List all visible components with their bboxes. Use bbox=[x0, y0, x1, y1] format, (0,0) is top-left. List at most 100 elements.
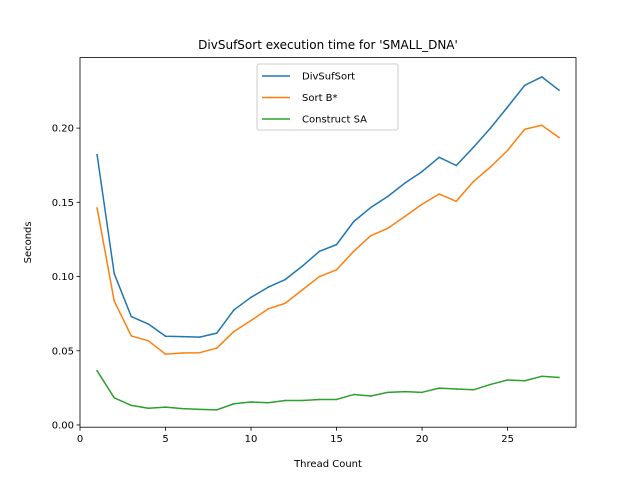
series-line-sort-b bbox=[96, 124, 560, 355]
data-point-sort-b bbox=[523, 128, 526, 131]
data-point-divsufsort bbox=[181, 335, 184, 338]
data-point-construct-sa bbox=[267, 401, 269, 404]
data-point-construct-sa bbox=[147, 407, 150, 410]
legend-box bbox=[256, 63, 399, 131]
data-point-sort-b bbox=[438, 193, 440, 195]
legend-label-construct-sa: Construct SA bbox=[302, 115, 367, 126]
y-tick-label: 0.05 bbox=[52, 346, 74, 357]
data-point-construct-sa bbox=[96, 370, 98, 372]
data-point-construct-sa bbox=[352, 393, 355, 396]
data-point-sort-b bbox=[421, 203, 423, 206]
x-axis: 0 5 10 15 20 25 bbox=[77, 427, 514, 445]
data-point-divsufsort bbox=[130, 315, 133, 318]
data-point-construct-sa bbox=[130, 404, 133, 407]
x-tick-label: 20 bbox=[416, 434, 429, 445]
data-point-construct-sa bbox=[387, 391, 389, 394]
data-point-sort-b bbox=[216, 347, 218, 349]
data-point-sort-b bbox=[540, 124, 543, 127]
data-point-divsufsort bbox=[250, 296, 252, 299]
data-point-sort-b bbox=[301, 289, 304, 291]
data-point-sort-b bbox=[335, 269, 338, 271]
data-point-sort-b bbox=[284, 302, 287, 305]
data-point-divsufsort bbox=[489, 127, 492, 129]
data-point-construct-sa bbox=[164, 406, 167, 408]
data-point-divsufsort bbox=[96, 154, 98, 156]
data-point-construct-sa bbox=[438, 387, 440, 389]
data-point-construct-sa bbox=[335, 398, 338, 401]
series-line-construct-sa bbox=[96, 369, 560, 411]
data-point-divsufsort bbox=[267, 286, 269, 289]
data-point-divsufsort bbox=[301, 265, 304, 267]
data-point-construct-sa bbox=[404, 390, 406, 393]
data-point-construct-sa bbox=[369, 395, 372, 397]
data-point-sort-b bbox=[250, 319, 252, 322]
x-tick-label: 10 bbox=[245, 434, 258, 445]
data-point-divsufsort bbox=[558, 89, 560, 91]
chart-title: DivSufSort execution time for 'SMALL_DNA… bbox=[198, 38, 458, 52]
y-tick-label: 0.10 bbox=[52, 272, 74, 283]
data-point-divsufsort bbox=[233, 309, 235, 311]
y-tick-label: 0.20 bbox=[52, 124, 74, 135]
data-point-sort-b bbox=[164, 353, 167, 355]
data-point-sort-b bbox=[318, 275, 321, 278]
data-point-sort-b bbox=[96, 207, 98, 209]
axes-frame bbox=[79, 57, 577, 428]
data-point-sort-b bbox=[130, 335, 133, 337]
data-point-divsufsort bbox=[506, 106, 509, 108]
data-point-divsufsort bbox=[164, 335, 167, 338]
data-point-construct-sa bbox=[523, 379, 526, 382]
data-point-construct-sa bbox=[181, 407, 184, 410]
data-point-construct-sa bbox=[284, 399, 287, 402]
data-point-divsufsort bbox=[438, 156, 440, 159]
data-point-construct-sa bbox=[233, 402, 235, 405]
data-point-divsufsort bbox=[318, 250, 321, 253]
data-point-divsufsort bbox=[404, 182, 406, 184]
data-point-sort-b bbox=[233, 330, 235, 333]
data-point-construct-sa bbox=[558, 376, 560, 379]
data-point-sort-b bbox=[369, 234, 372, 237]
data-point-sort-b bbox=[352, 250, 355, 253]
legend: DivSufSort Sort B* Construct SA bbox=[256, 63, 399, 131]
data-point-sort-b bbox=[181, 352, 184, 354]
data-point-construct-sa bbox=[506, 379, 509, 381]
data-point-construct-sa bbox=[301, 399, 304, 402]
data-point-construct-sa bbox=[250, 401, 252, 403]
data-point-divsufsort bbox=[147, 323, 150, 325]
x-tick-label: 0 bbox=[77, 434, 83, 445]
data-point-construct-sa bbox=[198, 408, 201, 411]
data-point-divsufsort bbox=[352, 220, 355, 223]
data-point-sort-b bbox=[489, 166, 492, 168]
data-point-sort-b bbox=[147, 340, 150, 342]
x-tick-label: 25 bbox=[501, 434, 514, 445]
y-tick-label: 0.00 bbox=[52, 421, 74, 432]
data-point-sort-b bbox=[506, 149, 509, 152]
data-point-sort-b bbox=[404, 215, 406, 218]
data-point-construct-sa bbox=[455, 388, 458, 390]
data-point-divsufsort bbox=[369, 206, 372, 209]
data-point-divsufsort bbox=[335, 243, 338, 246]
y-tick-label: 0.15 bbox=[52, 198, 74, 209]
data-point-divsufsort bbox=[387, 195, 389, 198]
data-point-sort-b bbox=[387, 227, 389, 230]
legend-label-divsufsort: DivSufSort bbox=[302, 72, 355, 83]
data-point-divsufsort bbox=[523, 84, 526, 87]
data-point-divsufsort bbox=[540, 76, 543, 78]
data-point-construct-sa bbox=[318, 398, 321, 401]
x-tick-label: 15 bbox=[330, 434, 343, 445]
data-point-construct-sa bbox=[216, 409, 218, 411]
data-point-sort-b bbox=[472, 180, 475, 183]
data-point-sort-b bbox=[267, 308, 269, 310]
data-point-divsufsort bbox=[198, 336, 201, 338]
data-point-construct-sa bbox=[489, 383, 492, 386]
data-point-divsufsort bbox=[284, 278, 287, 281]
data-point-construct-sa bbox=[540, 375, 543, 378]
data-point-sort-b bbox=[455, 200, 458, 203]
data-point-construct-sa bbox=[421, 391, 423, 394]
data-point-divsufsort bbox=[455, 164, 458, 167]
plot-area bbox=[96, 76, 560, 411]
x-axis-label: Thread Count bbox=[293, 459, 362, 470]
y-axis-label: Seconds bbox=[23, 221, 34, 263]
data-point-sort-b bbox=[113, 300, 116, 302]
data-point-divsufsort bbox=[216, 332, 218, 334]
